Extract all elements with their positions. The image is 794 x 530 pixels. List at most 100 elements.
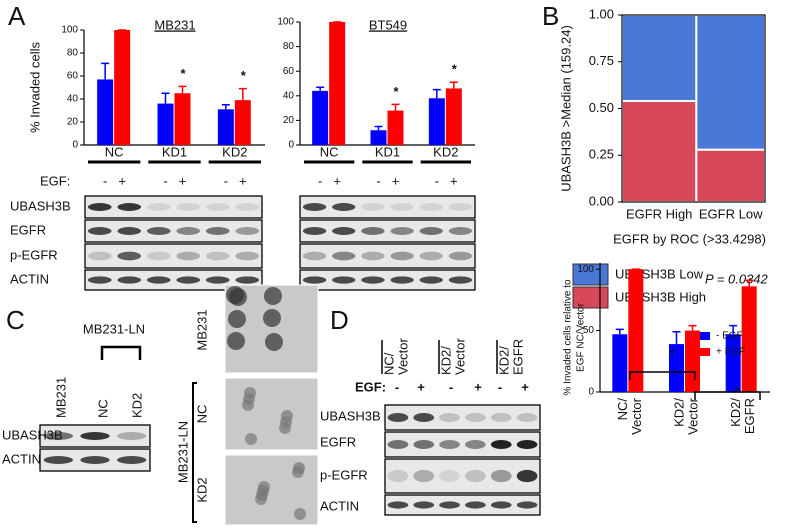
y-tick-label: 20 (67, 117, 79, 128)
cell-cluster (258, 481, 270, 493)
error-bar (221, 104, 230, 110)
blot-band (332, 227, 356, 235)
treatment-label: - (103, 173, 107, 188)
y-tick-label: 60 (283, 66, 295, 77)
treatment-label: + (450, 173, 458, 188)
lane-label: Vector (452, 337, 467, 375)
blot-strip (84, 243, 263, 269)
legend-label: UBASH3B Low (615, 266, 704, 281)
blot-row-label: UBASH3B (10, 198, 71, 213)
error-bar (449, 81, 458, 89)
blot-band (361, 227, 385, 235)
bar (312, 90, 329, 145)
y-tick-label: 100 (61, 25, 78, 36)
cell-cluster (245, 433, 257, 445)
blot-band (117, 227, 142, 235)
blot-row-label: UBASH3B (320, 408, 381, 423)
bar (174, 93, 191, 145)
error-bar (672, 331, 681, 345)
error-bar (745, 279, 754, 287)
panel-label: D (330, 305, 349, 335)
x-tick-label: Vector (685, 397, 700, 435)
blot-band (176, 203, 201, 211)
y-tick-label: 0 (588, 387, 594, 398)
error-bar (101, 62, 110, 80)
blot-band (176, 227, 201, 235)
blot-band (387, 501, 409, 509)
blot-band (413, 440, 435, 449)
blot-band (87, 227, 112, 235)
blot-strip (299, 219, 476, 243)
blot-band (439, 501, 460, 509)
micrograph-label: KD2 (194, 477, 209, 502)
blot-band (43, 432, 73, 440)
mosaic-cell (695, 14, 766, 151)
error-bar (161, 92, 170, 104)
lane-label: EGFR (510, 339, 525, 375)
blot-band (235, 251, 260, 261)
blot-band (43, 456, 73, 464)
x-tick-label: KD2/ (728, 398, 743, 427)
blot-band (419, 276, 443, 284)
cell-cluster (265, 333, 283, 351)
blot-band (439, 413, 460, 422)
blot-band (361, 203, 385, 211)
blot-band (117, 203, 142, 211)
blot-strip (299, 243, 476, 269)
lane-label: KD2 (129, 393, 144, 418)
micrograph-label: NC (194, 405, 209, 424)
y-axis-label: UBASH3B >Median (159.24) (558, 25, 573, 192)
blot-row-label: p-EGFR (10, 247, 58, 262)
blot-band (87, 203, 112, 211)
y-axis-label: EGF NC/Vector (576, 302, 587, 372)
blot-band (390, 203, 414, 211)
treatment-label: - (163, 173, 167, 188)
treatment-label: - (449, 379, 453, 394)
error-bar (238, 87, 247, 101)
chart-title: BT549 (369, 17, 407, 32)
bar (370, 130, 387, 145)
blot-band (419, 251, 443, 261)
bracket (100, 345, 142, 360)
blot-band (439, 440, 460, 449)
error-bar (615, 328, 624, 335)
blot-band (387, 413, 409, 422)
blot-band (413, 469, 435, 483)
panel-label: B (542, 1, 559, 31)
bar (628, 269, 644, 392)
x-tick-label: NC (105, 144, 124, 159)
blot-band (465, 413, 486, 422)
blot-band (176, 251, 201, 261)
treatment-label: + (521, 379, 529, 394)
legend-swatch (700, 332, 710, 340)
blot-band (87, 251, 112, 261)
blot-strip (299, 269, 476, 291)
panel-label: C (6, 305, 25, 335)
blot-band (146, 227, 171, 235)
blot-band (490, 413, 512, 422)
y-tick-label: 1.00 (589, 6, 614, 21)
blot-band (117, 251, 142, 261)
blot-row-label: ACTIN (2, 451, 41, 466)
x-tick-label: EGFR Low (699, 206, 763, 221)
blot-band (490, 469, 512, 483)
blot-band (205, 203, 230, 211)
lane-label: NC (95, 399, 110, 418)
x-tick-label: KD1 (162, 144, 187, 159)
legend-swatch (700, 348, 710, 356)
treatment-label: + (474, 379, 482, 394)
blot-band (176, 276, 201, 284)
y-tick-label: 20 (283, 115, 295, 126)
error-bar (688, 324, 697, 331)
p-value: P = 0.0342 (705, 271, 769, 286)
y-tick-label: 0.00 (589, 193, 614, 208)
y-tick-label: 40 (67, 94, 79, 105)
chart-title: MB231 (154, 17, 195, 32)
treatment-label: + (179, 173, 187, 188)
bar (669, 344, 684, 392)
bar (157, 103, 174, 145)
blot-band (235, 203, 260, 211)
x-tick-label: KD2 (222, 144, 247, 159)
blot-strip (84, 269, 263, 291)
y-tick-label: 60 (67, 71, 79, 82)
